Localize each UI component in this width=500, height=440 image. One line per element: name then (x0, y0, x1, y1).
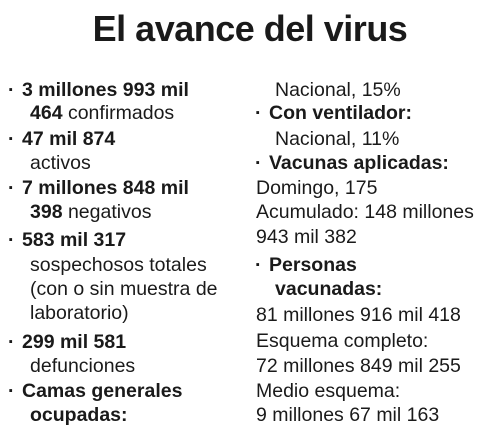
camas-heading-part2: ocupadas: (30, 404, 128, 426)
item-personas-line1: · Personas (255, 253, 357, 277)
negativos-value-part1: 7 millones 848 mil (22, 177, 189, 199)
item-negativos-line1: · 7 millones 848 mil (8, 176, 189, 200)
sospechosos-value: 583 mil 317 (22, 229, 127, 251)
esquema-completo-label: Esquema completo: (256, 330, 429, 352)
sospechosos-label-line3: laboratorio) (30, 302, 129, 324)
confirmados-label: confirmados (62, 102, 175, 124)
confirmados-value-part1: 3 millones 993 mil (22, 79, 189, 101)
bullet-icon: · (255, 102, 262, 124)
bullet-icon: · (255, 254, 262, 276)
medio-esquema-value: 9 millones 67 mil 163 (256, 404, 440, 426)
item-negativos-line2: 398 negativos (30, 200, 151, 224)
bullet-icon: · (8, 380, 15, 402)
personas-heading-part1: Personas (269, 254, 357, 276)
sospechosos-label-line2: (con o sin muestra de (30, 278, 218, 300)
page-title: El avance del virus (92, 8, 408, 49)
camas-heading-part1: Camas generales (22, 380, 183, 402)
item-defunciones-line1: · 299 mil 581 (8, 330, 126, 354)
item-camas-line2: ocupadas: (30, 403, 128, 427)
activos-value: 47 mil 874 (22, 128, 116, 150)
sospechosos-label-line1: sospechosos totales (30, 254, 207, 276)
defunciones-value: 299 mil 581 (22, 331, 127, 353)
negativos-label: negativos (62, 201, 152, 223)
item-vacunas-line1: · Vacunas aplicadas: (255, 151, 449, 175)
personas-total: 81 millones 916 mil 418 (256, 304, 461, 326)
ventilador-nacional-value: Nacional, 11% (275, 128, 400, 150)
bullet-icon: · (8, 128, 15, 150)
bullet-icon: · (8, 229, 15, 251)
ventilador-heading: Con ventilador: (269, 102, 413, 124)
esquema-completo-value: 72 millones 849 mil 255 (256, 355, 461, 377)
vacunas-acumulado-line2: 943 mil 382 (256, 226, 357, 248)
item-activos-line1: · 47 mil 874 (8, 127, 115, 151)
defunciones-label: defunciones (30, 355, 136, 377)
personas-heading-part2: vacunadas: (275, 278, 383, 300)
item-sospechosos-line1: · 583 mil 317 (8, 228, 126, 252)
item-camas-line1: · Camas generales (8, 379, 182, 403)
vacunas-acumulado-line1: Acumulado: 148 millones (256, 201, 474, 223)
bullet-icon: · (8, 79, 15, 101)
item-confirmados-line2: 464 confirmados (30, 101, 174, 125)
bullet-icon: · (8, 177, 15, 199)
bullet-icon: · (8, 331, 15, 353)
camas-nacional-value: Nacional, 15% (275, 79, 401, 101)
bullet-icon: · (255, 152, 262, 174)
item-personas-line2: vacunadas: (275, 277, 382, 301)
medio-esquema-label: Medio esquema: (256, 380, 401, 402)
vacunas-domingo: Domingo, 175 (256, 177, 378, 199)
item-confirmados-line1: · 3 millones 993 mil (8, 78, 189, 102)
vacunas-heading: Vacunas aplicadas: (269, 152, 449, 174)
confirmados-value-part2: 464 (30, 102, 63, 124)
negativos-value-part2: 398 (30, 201, 63, 223)
activos-label: activos (30, 152, 91, 174)
item-ventilador-line1: · Con ventilador: (255, 101, 412, 125)
